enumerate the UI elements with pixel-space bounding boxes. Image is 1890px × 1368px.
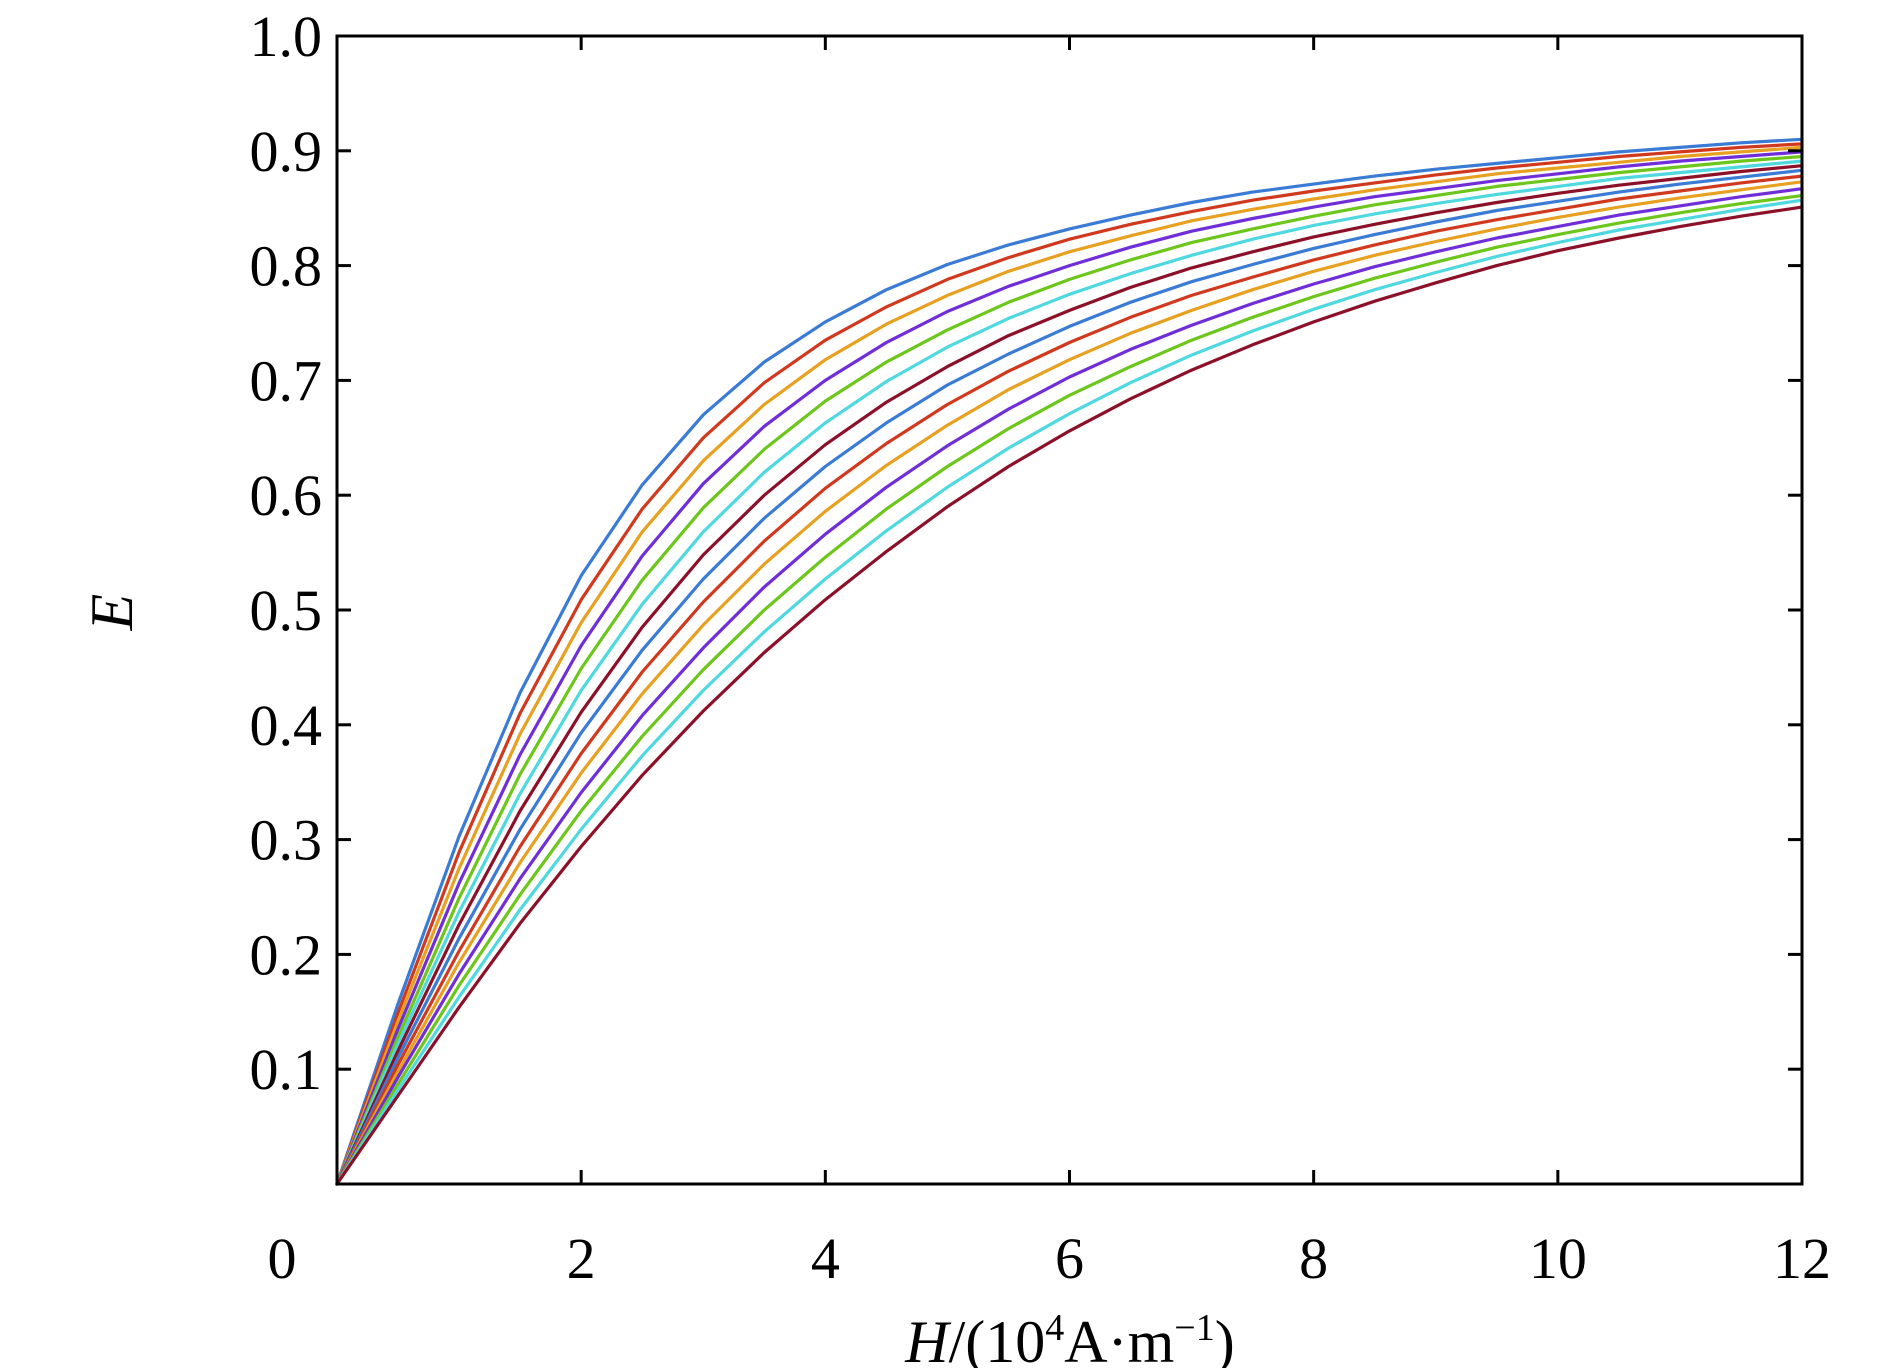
x-axis-title: H/(104A·m−1) <box>904 1307 1234 1368</box>
y-tick-label: 0.2 <box>250 922 323 987</box>
x-tick-label: 6 <box>1055 1226 1084 1291</box>
tick-label-layer: 0 2 4 6 8 10 12 0.1 0.2 0.3 0.4 0.5 0.6 0.7 0.8 0.9 1.0 <box>250 4 1832 1291</box>
y-tick-label: 0.3 <box>250 808 323 873</box>
y-tick-label: 0.6 <box>250 463 323 528</box>
y-axis-title-text: E <box>79 594 145 632</box>
series-line-4 <box>335 150 1804 1186</box>
series-line-8 <box>335 168 1804 1186</box>
series-layer <box>335 137 1804 1186</box>
x-axis-title-sep: /(10 <box>949 1309 1046 1368</box>
tick-layer <box>337 36 1802 1184</box>
plot-frame <box>335 34 1804 1186</box>
series-line-10 <box>335 180 1804 1186</box>
series-line-9 <box>335 174 1804 1186</box>
x-axis-title-var: H <box>904 1309 952 1368</box>
series-line-6 <box>335 159 1804 1186</box>
series-line-13 <box>335 198 1804 1186</box>
x-axis-title-exp: 4 <box>1045 1307 1064 1349</box>
series-line-11 <box>335 187 1804 1186</box>
x-axis-title-exp2: −1 <box>1174 1307 1214 1349</box>
y-tick-label: 1.0 <box>250 4 323 69</box>
series-line-12 <box>335 194 1804 1186</box>
series-line-2 <box>335 142 1804 1186</box>
y-tick-label: 0.8 <box>250 234 323 299</box>
x-tick-label: 8 <box>1299 1226 1328 1291</box>
x-axis-title-close: ) <box>1215 1309 1235 1368</box>
y-tick-label: 0.9 <box>250 119 323 184</box>
x-tick-label: 0 <box>268 1226 297 1291</box>
series-line-7 <box>335 164 1804 1186</box>
y-tick-label: 0.7 <box>250 348 323 413</box>
x-tick-label: 10 <box>1529 1226 1587 1291</box>
y-tick-label: 0.1 <box>250 1037 323 1102</box>
series-line-3 <box>335 145 1804 1186</box>
x-tick-label: 2 <box>567 1226 596 1291</box>
x-tick-label: 12 <box>1773 1226 1831 1291</box>
series-line-14 <box>335 205 1804 1186</box>
y-tick-label: 0.5 <box>250 578 323 643</box>
x-tick-label: 4 <box>811 1226 840 1291</box>
y-tick-label: 0.4 <box>250 693 323 758</box>
series-line-1 <box>335 137 1804 1186</box>
y-axis-title: E <box>79 594 145 632</box>
x-axis-title-unit: A·m <box>1064 1309 1174 1368</box>
series-line-5 <box>335 154 1804 1186</box>
